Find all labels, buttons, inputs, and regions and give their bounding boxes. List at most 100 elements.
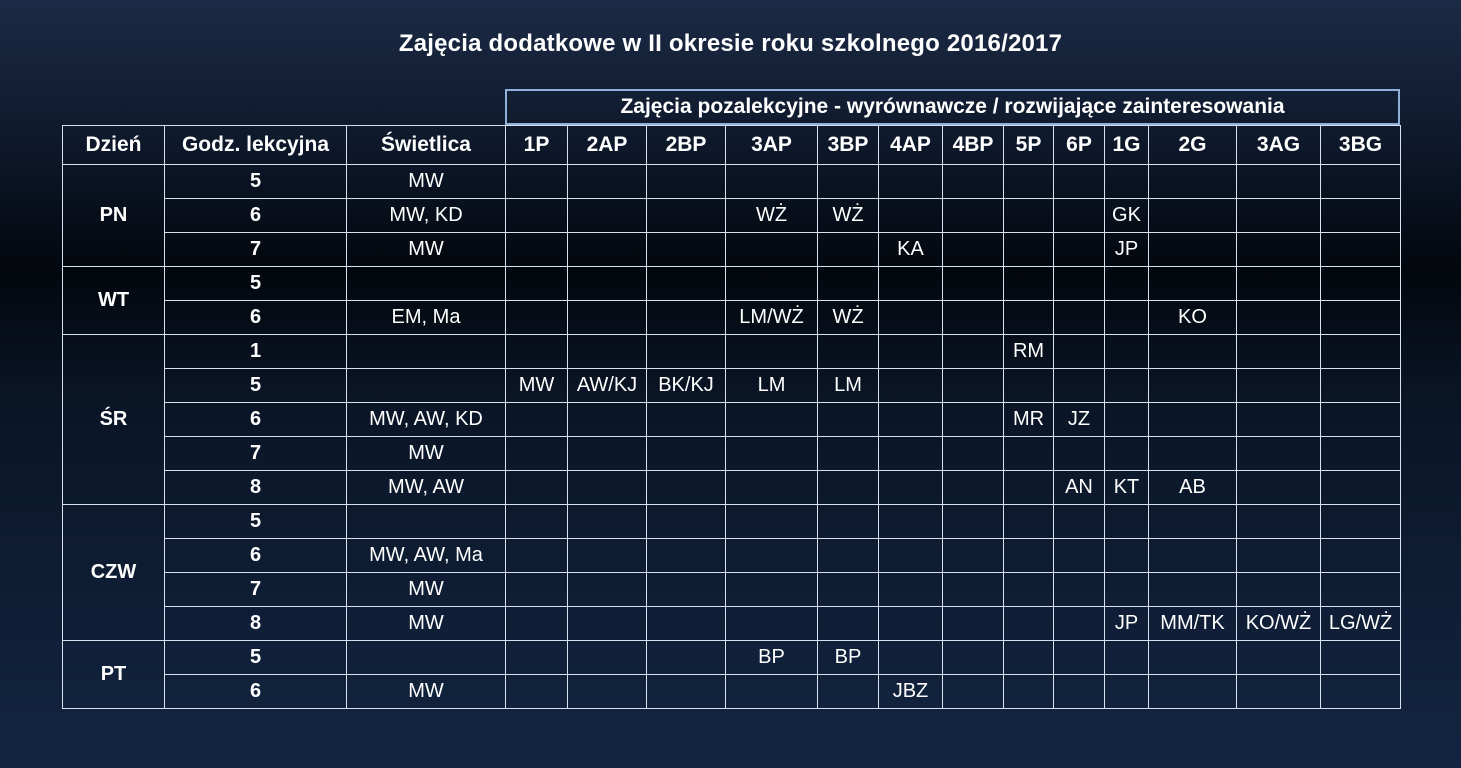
class-cell bbox=[878, 300, 943, 335]
group-header: Zajęcia pozalekcyjne - wyrównawcze / roz… bbox=[505, 89, 1400, 125]
class-cell bbox=[567, 232, 647, 267]
class-cell bbox=[505, 334, 568, 369]
class-cell bbox=[567, 198, 647, 233]
class-cell bbox=[567, 504, 647, 539]
table-row: ŚR 1 RM bbox=[62, 334, 1401, 505]
table-row: 8 MW JP MM/TK KO/WŻ LG/WŻ bbox=[63, 606, 1401, 641]
class-cell bbox=[505, 164, 568, 199]
class-cell bbox=[1148, 402, 1237, 437]
class-cell bbox=[878, 572, 943, 607]
class-cell bbox=[942, 334, 1004, 369]
schedule-table: Dzień Godz. lekcyjna Świetlica 1P 2AP 2BP 3AP 3… bbox=[62, 125, 1401, 709]
class-cell bbox=[1053, 232, 1105, 267]
day-cell: PN bbox=[62, 164, 165, 267]
class-cell bbox=[1053, 334, 1105, 369]
class-cell bbox=[1148, 266, 1237, 301]
swietlica-cell bbox=[346, 334, 506, 369]
class-cell bbox=[646, 674, 726, 709]
hour-cell: 6 bbox=[164, 300, 347, 335]
class-cell bbox=[725, 504, 818, 539]
hour-cell: 6 bbox=[164, 402, 347, 437]
class-cell bbox=[1320, 368, 1401, 403]
class-cell bbox=[942, 402, 1004, 437]
hour-cell: 7 bbox=[164, 436, 347, 471]
class-cell bbox=[1148, 164, 1237, 199]
column-header: 4AP bbox=[878, 125, 943, 165]
class-cell bbox=[505, 266, 568, 301]
column-header: 6P bbox=[1053, 125, 1105, 165]
column-header: 3AG bbox=[1236, 125, 1321, 165]
class-cell bbox=[878, 266, 943, 301]
swietlica-cell: MW, AW bbox=[346, 470, 506, 505]
class-cell bbox=[725, 470, 818, 505]
class-cell bbox=[646, 606, 726, 641]
class-cell bbox=[1320, 436, 1401, 471]
swietlica-cell: MW bbox=[346, 164, 506, 199]
hour-cell: 5 bbox=[164, 504, 347, 539]
hour-cell: 5 bbox=[164, 164, 347, 199]
class-cell bbox=[1236, 640, 1321, 675]
class-cell bbox=[1320, 266, 1401, 301]
class-cell bbox=[1148, 504, 1237, 539]
class-cell bbox=[1053, 538, 1105, 573]
class-cell bbox=[878, 402, 943, 437]
page-title: Zajęcia dodatkowe w II okresie roku szko… bbox=[398, 30, 1063, 57]
class-cell bbox=[646, 640, 726, 675]
table-row: CZW 5 bbox=[62, 504, 1401, 641]
class-cell bbox=[567, 436, 647, 471]
class-cell bbox=[725, 436, 818, 471]
swietlica-cell: EM, Ma bbox=[346, 300, 506, 335]
class-cell bbox=[567, 572, 647, 607]
class-cell bbox=[817, 504, 879, 539]
class-cell bbox=[1148, 674, 1237, 709]
class-cell: WŻ bbox=[817, 198, 879, 233]
class-cell bbox=[1053, 164, 1105, 199]
class-cell bbox=[725, 232, 818, 267]
class-cell bbox=[567, 266, 647, 301]
class-cell: WŻ bbox=[817, 300, 879, 335]
class-cell bbox=[1236, 266, 1321, 301]
class-cell bbox=[1003, 606, 1054, 641]
hour-cell: 8 bbox=[164, 470, 347, 505]
class-cell bbox=[505, 606, 568, 641]
class-cell: AW/KJ bbox=[567, 368, 647, 403]
class-cell bbox=[646, 470, 726, 505]
class-cell bbox=[817, 470, 879, 505]
class-cell: KO/WŻ bbox=[1236, 606, 1321, 641]
table-row: WT 5 bbox=[62, 266, 1401, 335]
class-cell: AB bbox=[1148, 470, 1237, 505]
class-cell bbox=[1053, 436, 1105, 471]
class-cell bbox=[1320, 334, 1401, 369]
class-cell bbox=[1104, 402, 1149, 437]
class-cell bbox=[725, 674, 818, 709]
swietlica-cell: MW bbox=[346, 232, 506, 267]
class-cell bbox=[567, 470, 647, 505]
column-header: 3BG bbox=[1320, 125, 1401, 165]
class-cell bbox=[1104, 538, 1149, 573]
class-cell bbox=[567, 606, 647, 641]
table-row: 6 EM, Ma LM/WŻ WŻ KO bbox=[63, 300, 1401, 335]
class-cell: GK bbox=[1104, 198, 1149, 233]
class-cell bbox=[1104, 504, 1149, 539]
class-cell bbox=[878, 538, 943, 573]
class-cell bbox=[1053, 606, 1105, 641]
class-cell bbox=[1236, 232, 1321, 267]
class-cell bbox=[817, 164, 879, 199]
class-cell: JP bbox=[1104, 606, 1149, 641]
class-cell bbox=[817, 674, 879, 709]
class-cell bbox=[725, 572, 818, 607]
swietlica-cell: MW, KD bbox=[346, 198, 506, 233]
class-cell bbox=[1104, 640, 1149, 675]
class-cell bbox=[505, 538, 568, 573]
hour-cell: 5 bbox=[164, 368, 347, 403]
hour-cell: 6 bbox=[164, 538, 347, 573]
swietlica-cell: MW, AW, KD bbox=[346, 402, 506, 437]
class-cell bbox=[878, 334, 943, 369]
column-header: Świetlica bbox=[346, 125, 506, 165]
class-cell bbox=[942, 300, 1004, 335]
group-header-label: Zajęcia pozalekcyjne - wyrównawcze / roz… bbox=[620, 95, 1285, 118]
column-header: 2BP bbox=[646, 125, 726, 165]
table-row: PN 5 MW bbox=[62, 164, 1401, 267]
swietlica-cell: MW bbox=[346, 436, 506, 471]
class-cell bbox=[1104, 572, 1149, 607]
